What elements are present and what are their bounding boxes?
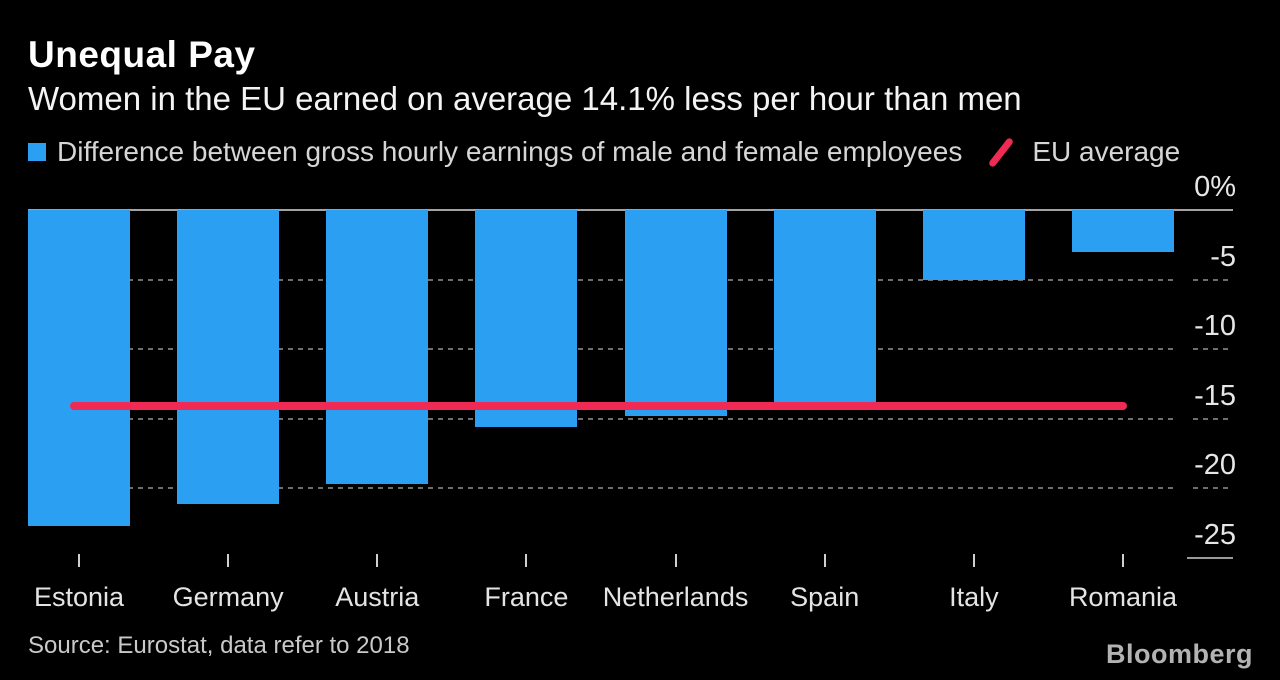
gridline	[28, 348, 1174, 351]
legend-average-label: EU average	[1032, 136, 1181, 167]
gridline-stub	[1193, 348, 1233, 351]
gridline-stub	[1193, 278, 1233, 281]
x-label-germany: Germany	[172, 582, 284, 612]
x-tick-austria	[376, 554, 379, 567]
chart-subtitle: Women in the EU earned on average 14.1% …	[28, 80, 1022, 117]
x-label-france: France	[484, 582, 569, 612]
y-axis-label--5: -5	[1210, 240, 1236, 273]
x-tick-estonia	[78, 554, 80, 567]
x-tick-netherlands	[674, 554, 677, 567]
x-label-italy: Italy	[949, 582, 999, 612]
x-tick-germany	[227, 554, 230, 567]
y-axis-label--10: -10	[1194, 310, 1236, 343]
bar-netherlands	[624, 210, 727, 417]
x-tick-france	[525, 554, 528, 567]
axis-bottom-stub	[1187, 557, 1233, 559]
x-tick-romania	[1121, 554, 1124, 567]
bar-spain	[773, 210, 876, 408]
legend-series-label: Difference between gross hourly earnings…	[57, 136, 963, 167]
x-label-romania: Romania	[1068, 582, 1177, 612]
legend: Difference between gross hourly earnings…	[28, 136, 1180, 168]
y-axis-label--15: -15	[1194, 379, 1236, 412]
y-axis-label--25: -25	[1194, 519, 1236, 551]
bar-austria	[326, 210, 429, 485]
x-tick-italy	[972, 554, 975, 567]
y-axis-label-0: 0%	[1194, 171, 1236, 203]
page-title: Unequal Pay	[28, 34, 256, 75]
x-label-netherlands: Netherlands	[602, 582, 749, 612]
gridline	[28, 487, 1174, 490]
gridline	[28, 417, 1174, 420]
bar-france	[475, 210, 578, 428]
bloomberg-logo: Bloomberg	[1105, 639, 1253, 669]
gridline-stub	[1193, 417, 1233, 420]
bar-estonia	[28, 210, 130, 526]
source-note: Source: Eurostat, data refer to 2018	[28, 632, 410, 659]
eu-average-line	[70, 402, 1127, 411]
x-label-estonia: Estonia	[33, 582, 125, 612]
series-swatch-icon	[28, 143, 46, 161]
bar-italy	[922, 210, 1025, 280]
x-tick-spain	[823, 554, 826, 567]
gridline-stub	[1193, 487, 1233, 490]
y-axis-label--20: -20	[1194, 449, 1236, 482]
gridline	[28, 278, 1174, 281]
bar-romania	[1071, 210, 1174, 252]
x-label-spain: Spain	[790, 582, 860, 612]
bar-germany	[177, 210, 280, 504]
x-label-austria: Austria	[335, 582, 420, 612]
